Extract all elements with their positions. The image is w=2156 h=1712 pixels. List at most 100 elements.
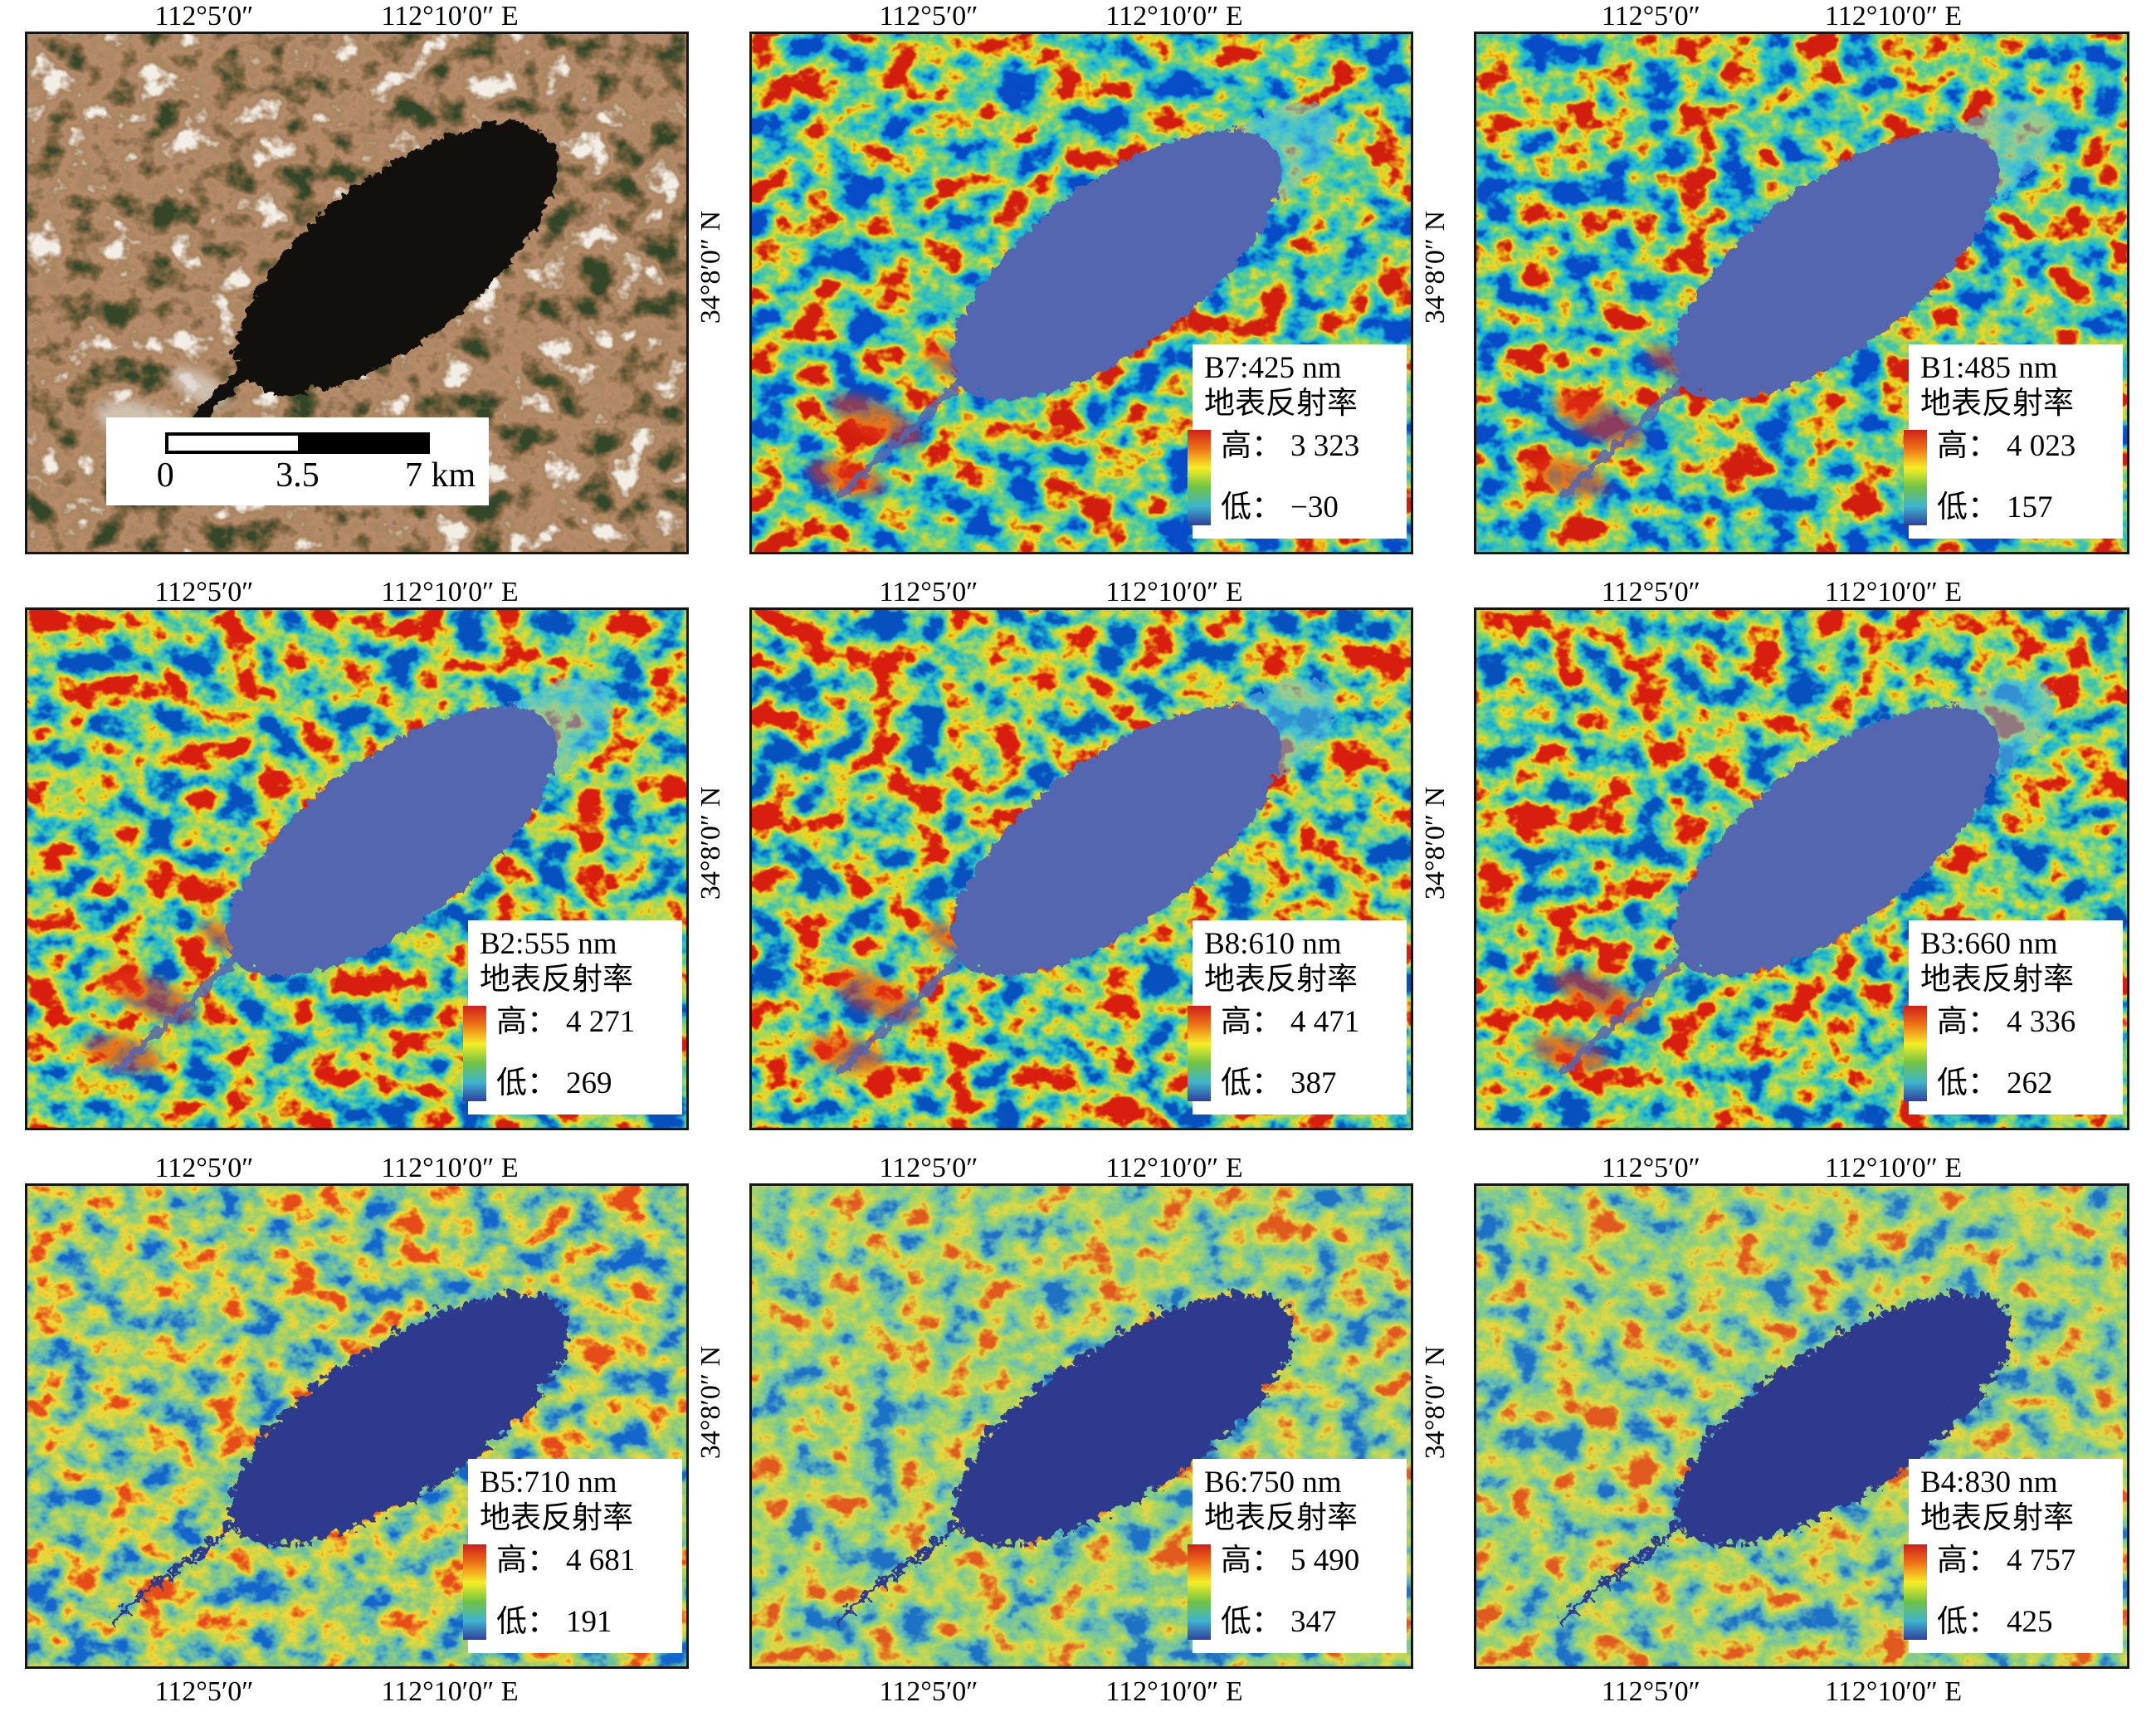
lon-label-right: 112°10′0″ E (381, 1153, 519, 1183)
low-label: 低： (1937, 1066, 1998, 1101)
colorbar (1904, 1005, 1927, 1101)
panel-true-color: 112°5′0″ 112°10′0″ E 34°8′0″ N (0, 1, 689, 554)
lake-shape (831, 99, 1334, 498)
legend-b7: B7:425 nm 地表反射率 高： 3 323 低： −30 (1188, 344, 1407, 539)
low-label: 低： (1937, 490, 1998, 525)
map-b4: 34°8′0″ N 34°8′0″ N B4:830 nm 地表反射率 (1420, 1183, 2156, 1669)
map-b7: 34°8′0″ N B7:425 (695, 32, 1413, 554)
axis-top: 112°5′0″ 112°10′0″ E (1474, 1154, 2129, 1183)
lake-shape (1551, 1289, 2007, 1620)
lake-shape (1554, 99, 2051, 498)
panel-b8: 112°5′0″ 112°10′0″ E 34°8′0″ N (695, 554, 1413, 1130)
low-label: 低： (1937, 1605, 1998, 1640)
lon-label-left: 112°5′0″ (1601, 1, 1700, 32)
lon-label-right: 112°10′0″ E (381, 577, 519, 607)
band-title: B5:710 nm (480, 1465, 617, 1500)
lon-label-left: 112°5′0″ (1601, 1676, 1700, 1707)
map-b6: 34°8′0″ N B6:750 nm 地表反射率 高： 5 490 (695, 1183, 1413, 1669)
map-b2: 34°8′0″ N B2:555 (0, 607, 689, 1130)
low-label: 低： (1221, 1605, 1282, 1640)
map-b5: 34°8′0″ N B5:710 nm 地表反射率 高：4 681 (0, 1183, 689, 1669)
low-label: 低： (496, 1066, 558, 1101)
lon-label-right: 112°10′0″ E (1824, 577, 1963, 607)
lon-label-left: 112°5′0″ (879, 1, 978, 32)
legend-b5: B5:710 nm 地表反射率 高： 4 681 低： 191 (463, 1458, 682, 1653)
high-label: 高： (496, 1543, 558, 1578)
high-label: 高： (1221, 428, 1282, 463)
lon-label-left: 112°5′0″ (879, 1153, 978, 1183)
panel-b5: 112°5′0″ 112°10′0″ E 34°8′0″ N B5:710 nm… (0, 1130, 689, 1707)
colorbar (1188, 429, 1211, 525)
scale-label-zero: 0 (156, 456, 174, 495)
lon-label-left: 112°5′0″ (154, 577, 254, 607)
low-value: −30 (1290, 490, 1339, 525)
lon-label-right: 112°10′0″ E (1824, 1, 1963, 32)
lon-label-right: 112°10′0″ E (1105, 1676, 1243, 1707)
lat-label-right: 34°8′0″ N (2152, 211, 2156, 324)
high-label: 高： (1937, 428, 1998, 463)
band-title: B1:485 nm (1920, 350, 2058, 385)
band-title: B6:750 nm (1204, 1465, 1342, 1500)
high-value: 4 471 (1290, 1004, 1360, 1039)
low-value: 387 (1290, 1066, 1337, 1101)
low-label: 低： (496, 1605, 558, 1640)
lat-label-left: 34°8′0″ N (0, 211, 2, 324)
lon-label-right: 112°10′0″ E (1105, 1, 1243, 32)
axis-bottom: 112°5′0″ 112°10′0″ E (25, 1677, 689, 1707)
high-value: 3 323 (1290, 428, 1360, 463)
lon-label-left: 112°5′0″ (154, 1, 254, 32)
legend-b3: B3:660 nm 地表反射率 高： 4 336 低： 262 (1904, 919, 2123, 1115)
lat-label-left: 34°8′0″ N (1420, 786, 1451, 900)
panel-b1: 112°5′0″ 112°10′0″ E 34°8′0″ N 34°8′0″ N (1420, 1, 2156, 554)
legend-subtitle: 地表反射率 (1920, 1501, 2074, 1536)
lake-shape (827, 1289, 1289, 1620)
map-true-color: 34°8′0″ N (0, 32, 689, 554)
high-label: 高： (1221, 1004, 1282, 1039)
map-b3: 34°8′0″ N 34°8′0″ N B3:660 nm (1420, 607, 2156, 1130)
lon-label-right: 112°10′0″ E (381, 1676, 519, 1707)
lat-label-left: 34°8′0″ N (0, 787, 2, 900)
high-label: 高： (496, 1004, 558, 1039)
lon-label-right: 112°10′0″ E (1105, 577, 1243, 607)
high-value: 4 023 (2007, 428, 2076, 463)
band-title: B2:555 nm (480, 926, 617, 961)
legend-subtitle: 地表反射率 (480, 1501, 633, 1536)
band-title: B3:660 nm (1920, 926, 2058, 961)
axis-bottom: 112°5′0″ 112°10′0″ E (749, 1677, 1413, 1707)
axis-top: 112°5′0″ 112°10′0″ E (749, 1154, 1413, 1183)
scale-bar-graphic (165, 432, 430, 454)
panel-b6: 112°5′0″ 112°10′0″ E 34°8′0″ N B6:750 nm… (695, 1130, 1413, 1707)
low-value: 191 (566, 1605, 612, 1640)
scale-label-end: 7 km (405, 456, 476, 495)
legend-b1: B1:485 nm 地表反射率 高： 4 023 低： 157 (1904, 344, 2123, 539)
panel-b7: 112°5′0″ 112°10′0″ E 34°8′0″ N (695, 1, 1413, 554)
axis-top: 112°5′0″ 112°10′0″ E (749, 578, 1413, 607)
legend-subtitle: 地表反射率 (1920, 387, 2074, 422)
legend-subtitle: 地表反射率 (1204, 1501, 1358, 1536)
high-label: 高： (1937, 1004, 1998, 1039)
high-value: 5 490 (1290, 1543, 1360, 1578)
panel-b3: 112°5′0″ 112°10′0″ E 34°8′0″ N 34°8′0″ N (1420, 554, 2156, 1130)
lat-label-left: 34°8′0″ N (0, 1345, 2, 1459)
high-value: 4 681 (566, 1543, 636, 1578)
low-value: 262 (2007, 1066, 2053, 1101)
axis-bottom: 112°5′0″ 112°10′0″ E (1474, 1677, 2129, 1707)
panel-b2: 112°5′0″ 112°10′0″ E 34°8′0″ N (0, 554, 689, 1130)
lon-label-left: 112°5′0″ (879, 577, 978, 607)
low-label: 低： (1221, 1066, 1282, 1101)
axis-top: 112°5′0″ 112°10′0″ E (1474, 578, 2129, 607)
lon-label-left: 112°5′0″ (1601, 1153, 1700, 1183)
lon-label-left: 112°5′0″ (879, 1676, 978, 1707)
lake-shape (103, 1289, 564, 1620)
lake-shape (106, 675, 610, 1074)
high-label: 高： (1937, 1543, 1998, 1578)
high-value: 4 271 (566, 1004, 636, 1039)
legend-subtitle: 地表反射率 (480, 963, 633, 997)
band-title: B7:425 nm (1204, 350, 1342, 385)
high-label: 高： (1221, 1543, 1282, 1578)
low-value: 425 (2007, 1605, 2053, 1640)
legend-b4: B4:830 nm 地表反射率 高： 4 757 低： 425 (1904, 1458, 2123, 1653)
legend-subtitle: 地表反射率 (1204, 387, 1358, 422)
legend-subtitle: 地表反射率 (1204, 963, 1358, 997)
